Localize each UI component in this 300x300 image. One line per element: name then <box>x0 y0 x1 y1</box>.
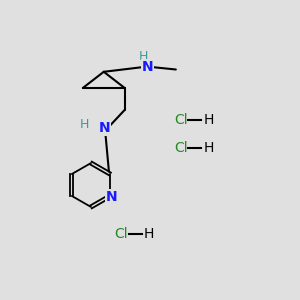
Text: N: N <box>142 60 154 74</box>
Text: H: H <box>144 226 154 241</box>
Text: H: H <box>80 118 89 131</box>
Text: Cl: Cl <box>174 113 188 127</box>
Text: Cl: Cl <box>115 226 128 241</box>
Text: H: H <box>139 50 148 63</box>
Text: N: N <box>106 190 118 204</box>
Text: H: H <box>203 113 214 127</box>
Text: N: N <box>99 122 111 135</box>
Text: Cl: Cl <box>174 141 188 155</box>
Text: H: H <box>203 141 214 155</box>
